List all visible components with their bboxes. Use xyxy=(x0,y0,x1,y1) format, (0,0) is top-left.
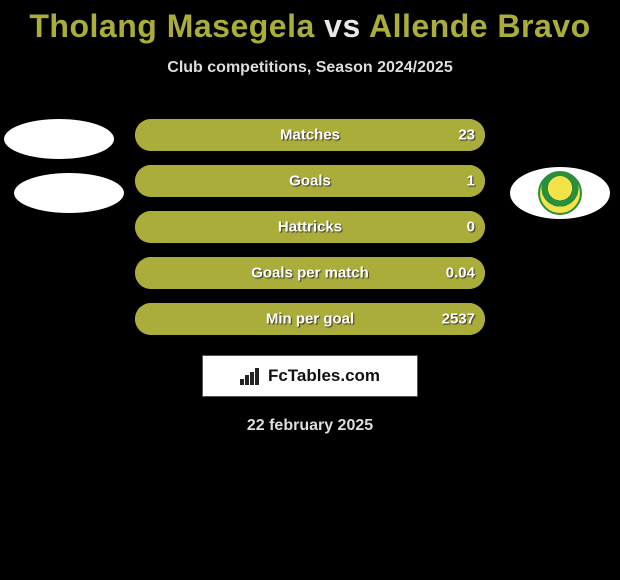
stat-label: Matches xyxy=(280,127,340,144)
stat-right-value: 2537 xyxy=(442,311,475,328)
brand-text: FcTables.com xyxy=(268,366,380,386)
stat-bars: Matches 23 Goals 1 Hattricks 0 Goals per match… xyxy=(135,119,485,335)
subtitle: Club competitions, Season 2024/2025 xyxy=(0,59,620,77)
player2-club-logo xyxy=(510,167,610,219)
stat-label: Hattricks xyxy=(278,219,342,236)
stat-row: Goals 1 xyxy=(135,165,485,197)
generated-date: 22 february 2025 xyxy=(0,417,620,435)
stat-right-value: 0 xyxy=(467,219,475,236)
title-vs: vs xyxy=(324,8,361,44)
stat-row: Min per goal 2537 xyxy=(135,303,485,335)
brand-badge: FcTables.com xyxy=(202,355,418,397)
sundowns-logo-icon xyxy=(538,171,582,215)
title-player1: Tholang Masegela xyxy=(29,8,314,44)
stat-row: Hattricks 0 xyxy=(135,211,485,243)
stat-row: Matches 23 xyxy=(135,119,485,151)
stat-row: Goals per match 0.04 xyxy=(135,257,485,289)
stat-label: Min per goal xyxy=(266,311,354,328)
page-title: Tholang Masegela vs Allende Bravo xyxy=(0,0,620,45)
player1-club-logo-placeholder xyxy=(14,173,124,213)
comparison-area: Matches 23 Goals 1 Hattricks 0 Goals per match… xyxy=(0,119,620,335)
stat-label: Goals per match xyxy=(251,265,369,282)
stat-right-value: 1 xyxy=(467,173,475,190)
stat-label: Goals xyxy=(289,173,331,190)
player1-photo-placeholder xyxy=(4,119,114,159)
title-player2: Allende Bravo xyxy=(369,8,591,44)
bars-icon xyxy=(240,367,262,385)
stat-right-value: 0.04 xyxy=(446,265,475,282)
stat-right-value: 23 xyxy=(458,127,475,144)
